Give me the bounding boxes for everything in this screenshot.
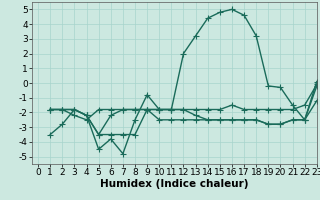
X-axis label: Humidex (Indice chaleur): Humidex (Indice chaleur) bbox=[100, 179, 249, 189]
